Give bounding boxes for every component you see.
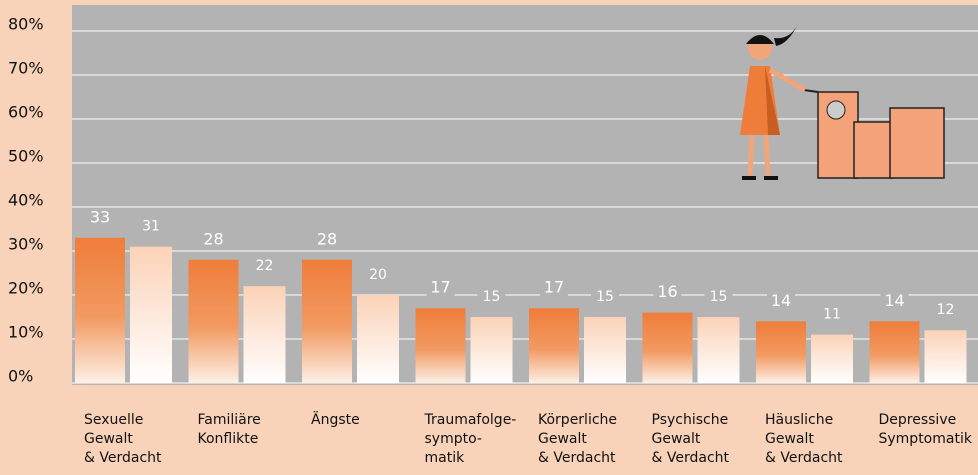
x-tick-label: Konflikte <box>198 431 259 447</box>
illustration <box>740 24 945 180</box>
label-bg <box>199 230 228 249</box>
x-tick-label: Gewalt <box>765 431 814 447</box>
x-tick-label: Psychische <box>652 412 729 428</box>
value-label: 28 <box>317 229 337 248</box>
label-bg <box>931 301 960 320</box>
label-bg <box>653 283 682 302</box>
value-label: 28 <box>203 229 223 248</box>
value-label: 16 <box>657 282 677 301</box>
value-label: 11 <box>823 307 841 323</box>
y-tick-label: 50% <box>8 147 44 166</box>
label-bg <box>137 217 165 236</box>
bar <box>584 317 626 383</box>
value-label: 15 <box>596 289 614 305</box>
y-tick-label: 0% <box>8 367 33 386</box>
bar <box>302 259 352 383</box>
bar <box>529 308 579 383</box>
label-bg <box>364 266 392 284</box>
value-label: 15 <box>483 289 501 305</box>
value-label: 12 <box>937 302 955 318</box>
value-label: 15 <box>710 289 728 305</box>
x-tick-label: Gewalt <box>652 431 701 447</box>
bar <box>756 321 806 383</box>
x-tick-label: Häusliche <box>765 412 833 428</box>
value-label: 22 <box>256 258 274 274</box>
x-tick-label: & Verdacht <box>652 450 730 466</box>
value-label: 31 <box>142 219 160 235</box>
y-tick-label: 70% <box>8 59 44 78</box>
label-bg <box>880 292 909 311</box>
y-tick-label: 80% <box>8 15 44 34</box>
label-bg <box>313 230 341 249</box>
x-tick-label: Körperliche <box>538 412 617 428</box>
value-label: 17 <box>430 278 450 297</box>
label-bg <box>477 288 506 306</box>
bar <box>869 321 920 383</box>
bar <box>415 308 466 383</box>
label-bg <box>591 288 619 306</box>
bar <box>130 246 172 383</box>
x-tick-label: Gewalt <box>84 431 133 447</box>
bar <box>811 334 853 383</box>
value-label: 17 <box>544 278 564 297</box>
value-label: 33 <box>90 207 110 226</box>
bar <box>75 237 125 383</box>
y-tick-label: 60% <box>8 103 44 122</box>
x-tick-label: matik <box>425 450 466 466</box>
label-bg <box>426 279 455 298</box>
x-tick-label: sympto- <box>425 431 482 447</box>
value-label: 14 <box>771 291 791 310</box>
label-bg <box>540 279 568 298</box>
value-label: 20 <box>369 267 387 283</box>
x-tick-label: & Verdacht <box>538 450 616 466</box>
x-tick-label: Traumafolge- <box>424 412 517 428</box>
x-tick-label: Depressive <box>879 412 957 428</box>
label-bg <box>86 208 114 227</box>
x-tick-label: & Verdacht <box>765 450 843 466</box>
bar <box>188 259 239 383</box>
value-label: 14 <box>884 291 904 310</box>
label-bg <box>767 292 795 311</box>
bar <box>642 312 693 383</box>
x-tick-label: Ängste <box>311 410 360 428</box>
x-tick-label: Familiäre <box>198 412 261 428</box>
label-bg <box>818 305 846 324</box>
y-tick-label: 10% <box>8 323 44 342</box>
bar <box>470 317 513 383</box>
bar <box>357 295 399 383</box>
y-tick-label: 30% <box>8 235 44 254</box>
bar <box>697 317 740 383</box>
bar <box>243 286 286 383</box>
label-bg <box>250 257 279 276</box>
x-tick-label: Sexuelle <box>84 412 143 428</box>
y-tick-label: 20% <box>8 279 44 298</box>
x-tick-label: Symptomatik <box>879 431 973 447</box>
bar <box>924 330 967 383</box>
label-bg <box>704 288 733 306</box>
x-tick-label: & Verdacht <box>84 450 162 466</box>
x-tick-label: Gewalt <box>538 431 587 447</box>
y-tick-label: 40% <box>8 191 44 210</box>
